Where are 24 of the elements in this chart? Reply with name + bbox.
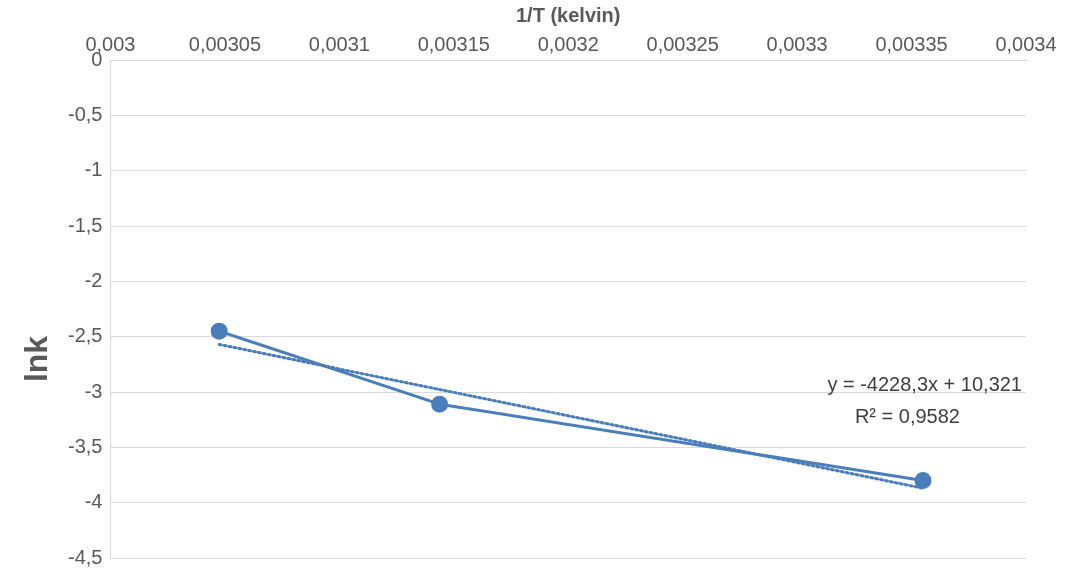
point (210, 322, 228, 340)
x-tick-label: 0,00315 (417, 32, 490, 55)
y-tick-label: -4 (84, 490, 103, 513)
x-tick-label: 0,0034 (995, 32, 1057, 55)
y-tick-label: -4,5 (67, 545, 103, 568)
x-tick-label: 0,00305 (188, 32, 262, 55)
x-axis-title: 1/T (kelvin) (515, 3, 621, 26)
x-tick-label: 0,0032 (537, 32, 599, 55)
y-tick-label: -0,5 (67, 102, 103, 125)
y-tick-label: -3,5 (67, 434, 103, 457)
x-tick-label: 0,0033 (766, 32, 828, 55)
y-tick-label: -3 (84, 379, 103, 402)
y-tick-label: -1 (84, 158, 103, 181)
y-tick-label: -1,5 (67, 213, 103, 236)
y-tick-label: -2 (84, 268, 103, 291)
y-tick-label: -2,5 (67, 324, 103, 347)
x-tick-label: 0,0031 (308, 32, 370, 55)
x-tick-label: 0,00325 (646, 32, 719, 55)
point (431, 395, 449, 413)
annotation: y = -4228,3x + 10,321 (827, 372, 1022, 395)
y-axis-title: lnk (17, 335, 54, 383)
annotation: R² = 0,9582 (854, 404, 960, 427)
point (914, 472, 932, 490)
x-tick-label: 0,00335 (875, 32, 948, 55)
